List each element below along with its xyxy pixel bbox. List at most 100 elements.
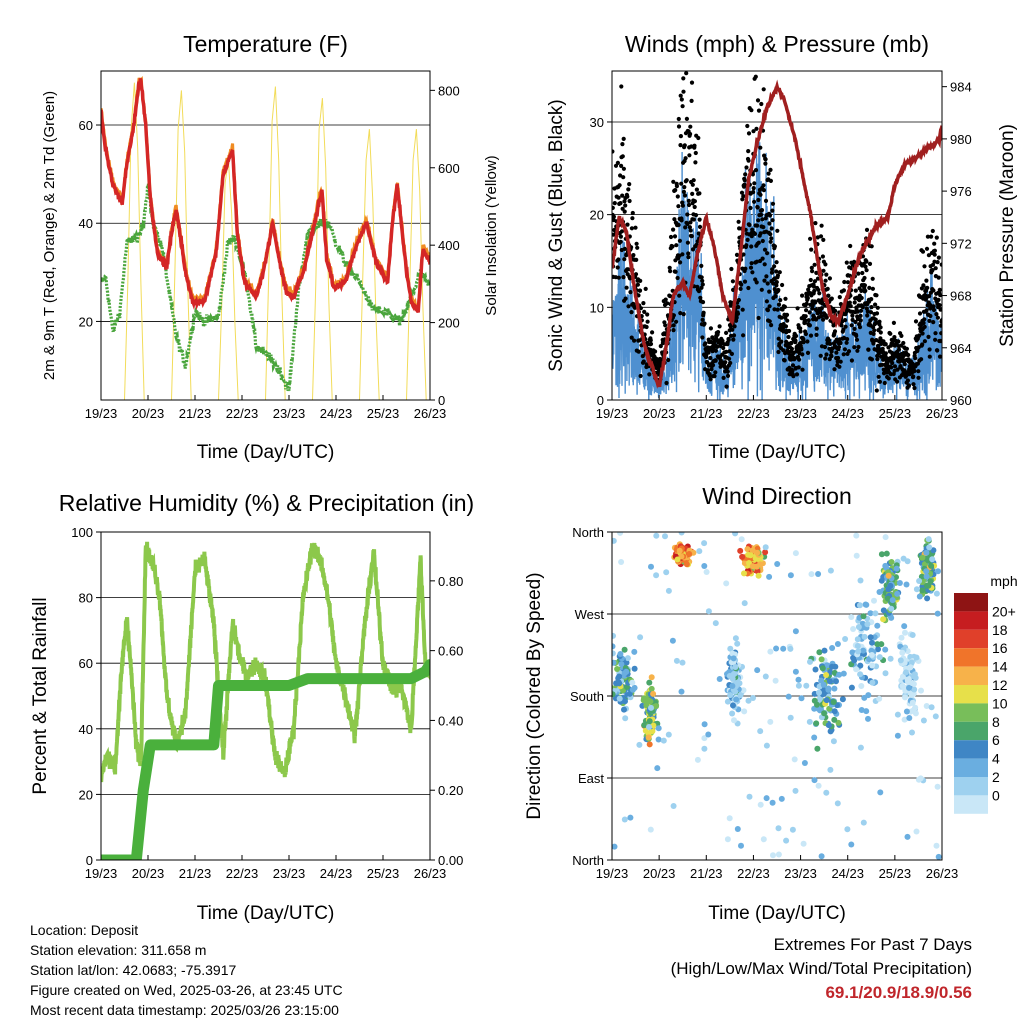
direction-point bbox=[643, 699, 650, 706]
direction-point bbox=[894, 732, 901, 739]
gust-point bbox=[874, 388, 879, 393]
gust-point bbox=[928, 313, 933, 319]
gust-point bbox=[902, 362, 907, 367]
temperature-ytick-label: 40 bbox=[79, 216, 93, 231]
gust-point bbox=[767, 319, 772, 324]
gust-point bbox=[856, 271, 861, 276]
gust-point bbox=[895, 379, 900, 384]
gust-point bbox=[927, 354, 932, 359]
speed-legend-swatch bbox=[954, 795, 988, 814]
gust-point bbox=[804, 308, 809, 313]
direction-point bbox=[829, 663, 835, 670]
gust-point bbox=[648, 341, 654, 347]
gust-point bbox=[700, 300, 706, 305]
gust-point bbox=[901, 340, 906, 346]
gust-point bbox=[713, 358, 718, 363]
direction-point bbox=[819, 665, 826, 672]
gust-point bbox=[858, 318, 863, 323]
direction-point bbox=[916, 578, 923, 584]
speed-legend-label: 16 bbox=[992, 640, 1008, 656]
direction-point bbox=[911, 686, 918, 693]
gust-point bbox=[934, 235, 939, 240]
precipitation-line bbox=[101, 659, 430, 860]
speed-legend-swatch bbox=[954, 721, 988, 741]
winds-y2label: Station Pressure (Maroon) bbox=[997, 124, 1018, 347]
direction-point bbox=[848, 841, 855, 848]
gust-point bbox=[863, 264, 868, 269]
direction-point bbox=[906, 715, 913, 721]
direction-point bbox=[853, 552, 860, 559]
gust-point bbox=[752, 181, 757, 186]
gust-point bbox=[873, 302, 878, 307]
gust-point bbox=[772, 307, 777, 312]
gust-point bbox=[616, 195, 621, 200]
direction-point bbox=[869, 679, 876, 686]
gust-point bbox=[789, 346, 795, 351]
winds-xtick-label: 19/23 bbox=[596, 406, 629, 421]
gust-point bbox=[803, 318, 808, 323]
gust-point bbox=[753, 74, 758, 79]
gust-point bbox=[937, 287, 942, 292]
direction-point bbox=[773, 645, 780, 652]
direction-point bbox=[741, 570, 747, 577]
gust-point bbox=[922, 324, 927, 329]
gust-point bbox=[805, 350, 811, 355]
direction-point bbox=[650, 690, 657, 697]
direction-point bbox=[679, 659, 686, 666]
direction-point bbox=[783, 837, 790, 844]
direction-point bbox=[621, 816, 628, 823]
humidity-xlabel: Time (Day/UTC) bbox=[197, 903, 335, 924]
gust-point bbox=[922, 264, 927, 269]
direction-point bbox=[913, 828, 920, 835]
gust-point bbox=[829, 296, 834, 301]
temperature-y2tick-label: 200 bbox=[438, 316, 460, 331]
direction-point bbox=[740, 687, 747, 694]
winds-xtick-label: 22/23 bbox=[737, 406, 770, 421]
gust-point bbox=[874, 293, 879, 298]
gust-point bbox=[679, 97, 684, 102]
gust-point bbox=[658, 344, 663, 349]
gust-point bbox=[622, 257, 627, 262]
direction-point bbox=[920, 717, 927, 724]
direction-point bbox=[766, 573, 773, 580]
gust-point bbox=[876, 374, 881, 379]
direction-points bbox=[612, 532, 942, 860]
direction-point bbox=[858, 707, 865, 713]
direction-point bbox=[868, 652, 875, 658]
gust-point bbox=[677, 293, 682, 298]
direction-point bbox=[867, 634, 874, 641]
gust-point bbox=[927, 294, 932, 299]
gust-point bbox=[855, 348, 860, 353]
gust-point bbox=[797, 357, 802, 362]
direction-point bbox=[915, 776, 922, 783]
gust-point bbox=[935, 315, 941, 320]
direction-point bbox=[673, 657, 680, 664]
gust-point bbox=[921, 320, 926, 326]
gust-point bbox=[920, 249, 926, 254]
direction-point bbox=[616, 673, 623, 680]
direction-point bbox=[885, 595, 891, 602]
gust-point bbox=[634, 241, 639, 246]
winds-ytick-label: 20 bbox=[590, 208, 604, 223]
direction-point bbox=[678, 532, 685, 536]
gust-point bbox=[764, 274, 769, 279]
direction-point bbox=[831, 685, 838, 692]
gust-point bbox=[801, 340, 806, 345]
direction-point bbox=[637, 634, 644, 641]
direction-ytick-label: East bbox=[578, 771, 604, 786]
gust-point bbox=[798, 329, 803, 334]
gust-point bbox=[847, 273, 853, 278]
gust-point bbox=[906, 352, 911, 358]
gust-point bbox=[707, 373, 713, 379]
gust-point bbox=[775, 307, 780, 312]
direction-point bbox=[833, 678, 839, 685]
gust-point bbox=[800, 293, 805, 298]
temperature-xtick-label: 19/23 bbox=[85, 406, 118, 421]
temperature-y2tick-label: 400 bbox=[438, 238, 460, 253]
gust-point bbox=[869, 297, 874, 302]
gust-point bbox=[618, 201, 623, 206]
gust-point bbox=[745, 123, 750, 129]
gust-point bbox=[618, 234, 624, 239]
gust-point bbox=[708, 326, 714, 331]
gust-point bbox=[627, 198, 632, 204]
